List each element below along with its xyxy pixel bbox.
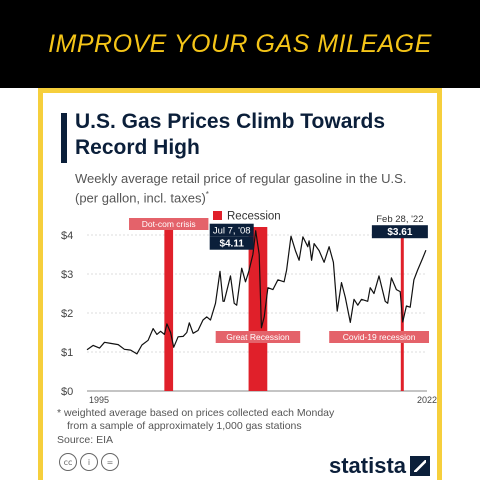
recession-label: Covid-19 recession: [343, 332, 416, 342]
callout-date: Feb 28, '22: [376, 214, 423, 225]
attribution-icon[interactable]: i: [80, 453, 98, 471]
callout-date: Jul 7, '08: [213, 226, 251, 237]
brand-name: statista: [329, 453, 407, 478]
banner: IMPROVE YOUR GAS MILEAGE: [0, 0, 480, 88]
banner-text: IMPROVE YOUR GAS MILEAGE: [48, 29, 432, 58]
callout-value-bg: [371, 225, 428, 239]
recession-label-bg: [129, 218, 209, 230]
title-accent-bar: [61, 113, 67, 163]
statista-logo[interactable]: statista: [329, 453, 431, 479]
chart-subtitle: Weekly average retail price of regular g…: [75, 171, 415, 206]
infographic-card: U.S. Gas Prices Climb Towards Record Hig…: [38, 88, 442, 480]
subtitle-marker: *: [205, 190, 209, 199]
callout-value: $3.61: [387, 227, 412, 238]
recession-band: [400, 227, 404, 391]
statista-icon: [410, 456, 431, 476]
y-tick-label: $2: [61, 308, 73, 320]
recession-label-bg: [215, 331, 301, 343]
footnote: * weighted average based on prices colle…: [57, 407, 427, 433]
license-icons: cc i =: [59, 453, 119, 471]
no-derivatives-icon[interactable]: =: [101, 453, 119, 471]
y-tick-label: $0: [61, 386, 73, 398]
x-tick-label: 1995: [89, 395, 109, 403]
legend-label-recession: Recession: [227, 211, 281, 223]
y-tick-label: $3: [61, 269, 73, 281]
callout-value-bg: [209, 236, 254, 250]
recession-band: [248, 227, 268, 391]
recession-label-bg: [329, 331, 429, 343]
legend-swatch-recession: [213, 211, 222, 220]
footnote-line-2: from a sample of approximately 1,000 gas…: [67, 420, 302, 432]
chart-subtitle-text: Weekly average retail price of regular g…: [75, 171, 407, 206]
recession-band: [164, 227, 174, 391]
callout-date-bg: [209, 223, 254, 237]
footnote-line-1: * weighted average based on prices colle…: [57, 407, 335, 419]
y-tick-label: $4: [61, 230, 73, 242]
cc-icon[interactable]: cc: [59, 453, 77, 471]
recession-label: Great Recession: [226, 332, 290, 342]
callout-value: $4.11: [219, 239, 244, 250]
y-tick-label: $1: [61, 347, 73, 359]
source-note: Source: EIA: [57, 434, 114, 446]
gas-price-chart: Recession $0 $1 $2 $3 $4 Dot-com crisis Great R…: [61, 211, 437, 404]
x-tick-label: 2022: [417, 395, 437, 403]
recession-label: Dot-com crisis: [142, 219, 196, 229]
price-line: [86, 230, 427, 355]
chart-title: U.S. Gas Prices Climb Towards Record Hig…: [75, 110, 386, 159]
